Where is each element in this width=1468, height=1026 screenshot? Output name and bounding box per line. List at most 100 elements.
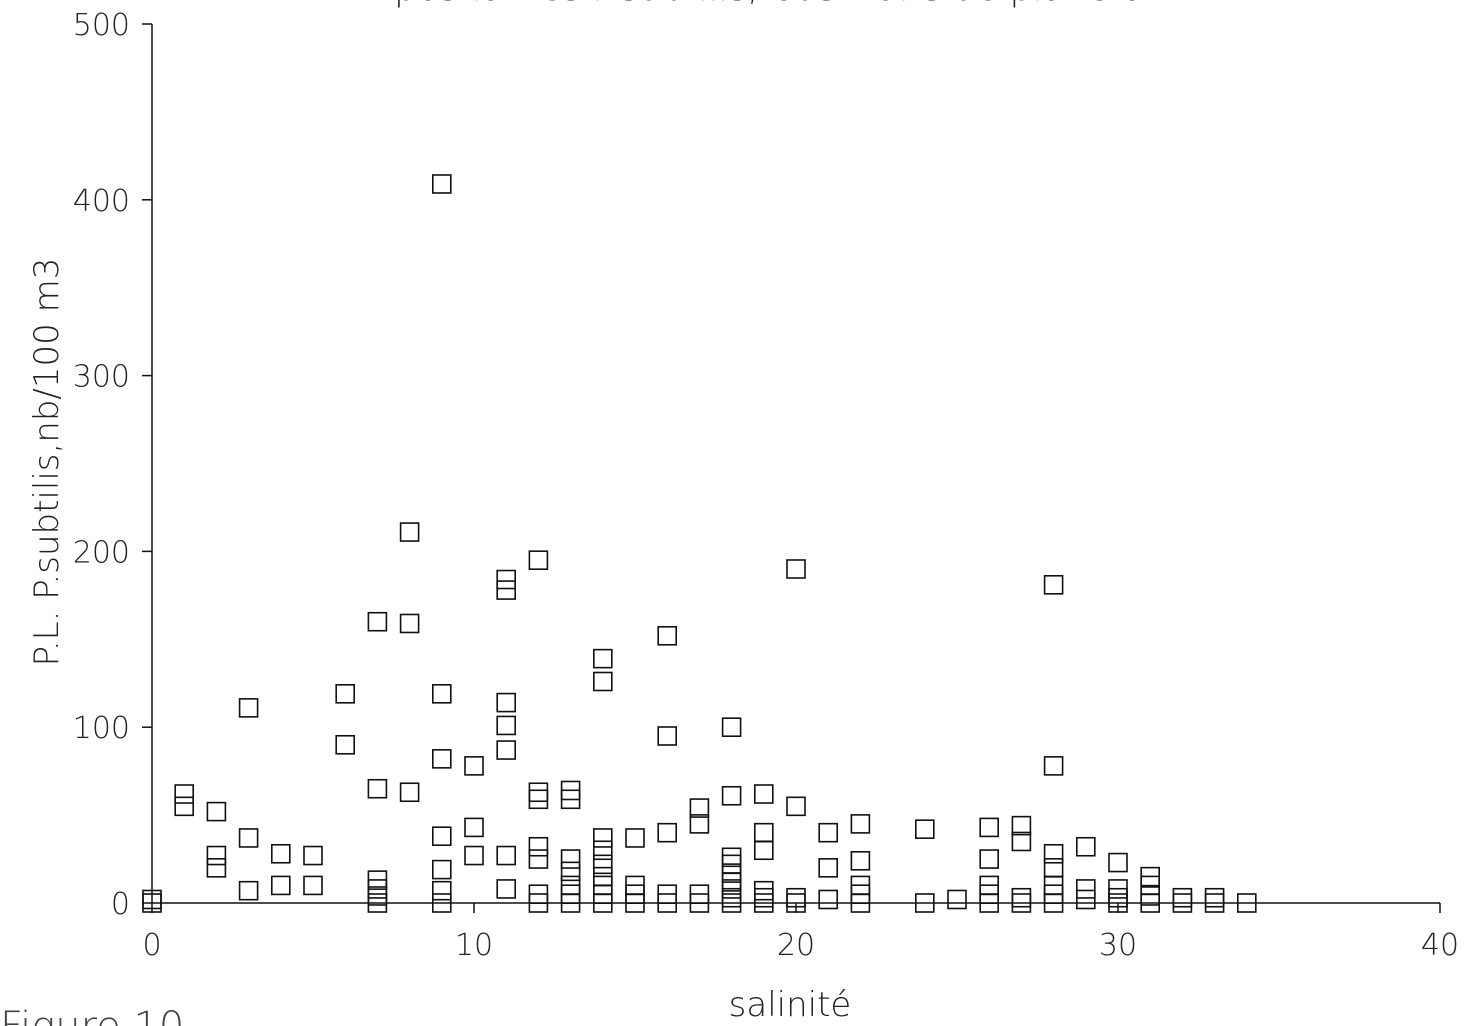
data-point [1076,836,1096,857]
y-axis-label: P.L. P.subtilis,nb/100 m3 [27,258,67,667]
data-point [303,845,323,866]
data-point [496,580,517,600]
data-point [431,859,452,880]
data-point [528,884,549,905]
data-point [914,819,935,839]
data-point [1043,843,1064,864]
data-point [786,559,806,579]
data-point [979,875,1000,896]
data-point [496,845,517,866]
data-point [238,880,259,901]
data-point [786,887,806,908]
ticks: 0 100 200 300 400 500 0 10 20 30 40 [73,8,1459,963]
data-points [142,174,1257,913]
data-point [753,887,774,908]
data-point [979,817,1000,838]
data-point [367,778,388,799]
data-point [753,840,774,861]
data-point [592,840,613,861]
data-point [174,784,194,804]
data-point [560,875,581,896]
data-point [979,849,1000,869]
data-point [335,734,356,755]
data-point [1076,889,1096,910]
data-point [238,828,259,848]
data-point [721,717,742,738]
data-point [657,884,678,905]
data-point [1011,815,1032,836]
data-point [657,726,678,746]
data-point [270,843,291,864]
data-point [1140,866,1160,887]
data-point [753,784,774,804]
data-point [947,889,967,910]
data-point [592,648,613,669]
data-point [657,822,678,843]
data-point [431,893,452,913]
data-point [528,836,549,857]
data-point [721,847,742,868]
data-point [592,866,613,887]
axes [151,24,1440,904]
data-point [528,849,549,869]
data-point [1140,886,1160,906]
data-point [528,782,549,803]
data-point [818,889,839,910]
data-point [560,780,581,801]
data-point [431,880,452,901]
x-tick-label: 10 [455,928,493,963]
data-point [1043,756,1064,776]
data-point [1108,879,1128,899]
data-point [431,749,452,769]
data-point [431,174,452,194]
data-point [1076,879,1096,899]
x-tick-label: 20 [777,928,815,963]
data-point [560,849,581,869]
data-point [464,817,484,838]
data-point [1108,852,1128,873]
data-point [850,851,871,871]
data-point [142,889,162,910]
x-axis-label: salinité [729,985,852,1025]
data-point [753,880,774,901]
data-point [496,569,517,590]
data-point [625,875,645,896]
data-point [303,875,323,896]
data-point [818,822,839,843]
data-point [1043,575,1064,595]
data-point [496,879,517,899]
data-point [753,822,774,843]
data-point [721,785,742,806]
data-point [592,828,613,848]
data-point [1204,887,1225,908]
data-point [431,826,452,846]
y-tick-label: 200 [73,535,130,570]
y-tick-label: 300 [73,360,130,395]
data-point [592,671,613,692]
data-point [850,814,871,834]
y-tick-label: 500 [73,8,130,43]
data-point [592,854,613,875]
data-point [560,861,581,882]
data-point [238,698,259,718]
chart-title: postlarves P.subtilis,tous traits de pla… [394,0,1166,9]
data-point [528,789,549,810]
data-point [786,796,806,817]
data-point [399,782,420,803]
data-point [1237,893,1257,913]
data-point [270,875,291,896]
data-point [689,814,710,834]
data-point [174,796,194,817]
data-point [689,884,710,905]
data-point [528,550,549,570]
data-point [335,683,356,704]
data-point [818,858,839,878]
y-tick-label: 100 [73,711,130,746]
data-point [914,893,935,913]
data-point [367,870,388,890]
data-point [464,756,484,776]
data-point [1172,887,1193,908]
data-point [431,683,452,704]
data-point [1011,887,1032,908]
